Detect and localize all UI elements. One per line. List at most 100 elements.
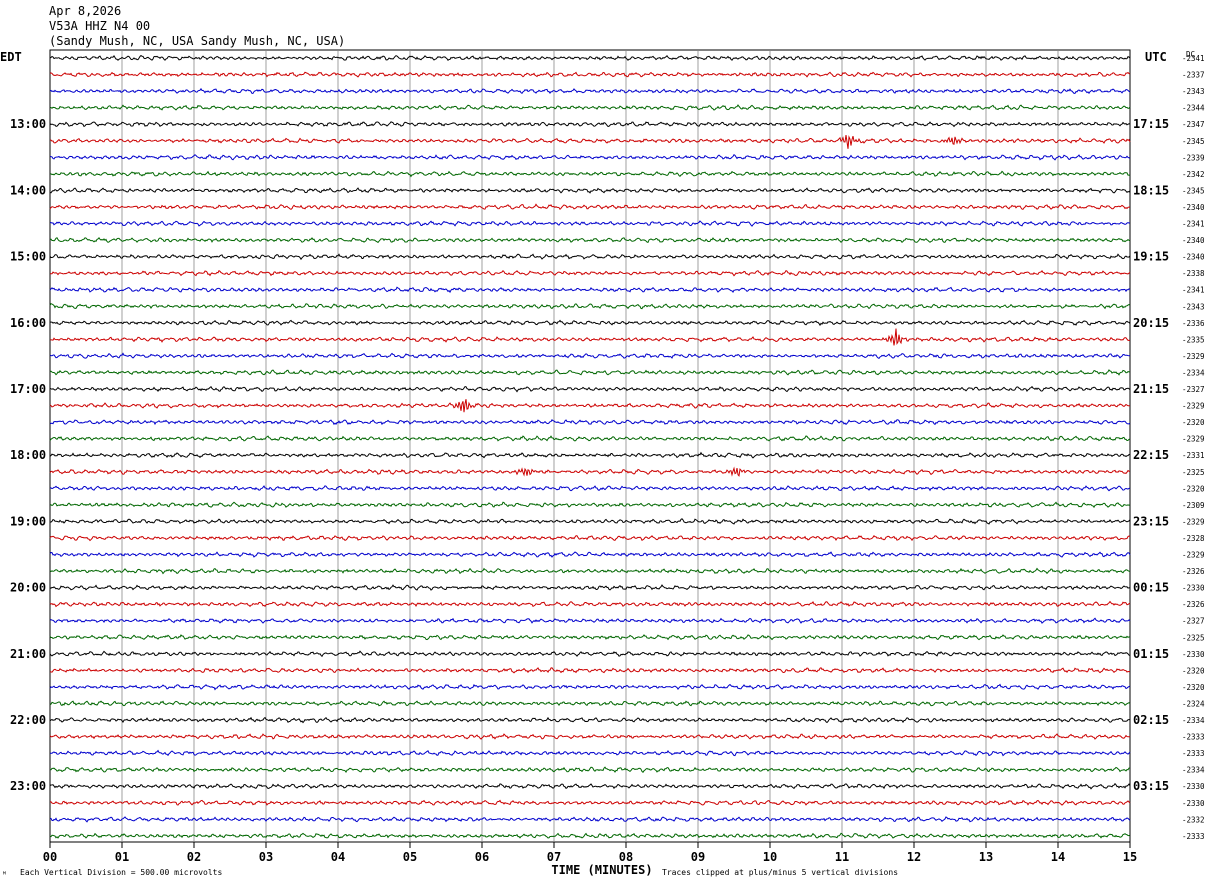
seismic-trace	[49, 369, 1131, 376]
edt-hour-label: 13:00	[10, 117, 46, 131]
seismic-trace	[49, 237, 1131, 244]
edt-hour-label: 19:00	[10, 514, 46, 528]
seismic-trace	[49, 328, 1131, 346]
seismic-trace	[49, 667, 1131, 674]
dc-offset-label: -2340	[1182, 236, 1205, 245]
utc-zone-label: UTC	[1145, 50, 1167, 64]
dc-offset-label: -2343	[1182, 302, 1205, 311]
dc-offset-label: -2345	[1182, 186, 1205, 195]
seismic-trace	[49, 286, 1131, 294]
edt-hour-label: 20:00	[10, 581, 46, 595]
utc-hour-label: 02:15	[1133, 713, 1169, 727]
seismic-trace	[49, 203, 1131, 210]
x-axis-title: TIME (MINUTES)	[551, 863, 652, 877]
x-tick-label: 02	[187, 850, 201, 864]
dc-column-label: DC	[1186, 50, 1195, 59]
edt-hour-label: 23:00	[10, 779, 46, 793]
utc-hour-label: 00:15	[1133, 581, 1169, 595]
x-tick-label: 12	[907, 850, 921, 864]
seismic-trace	[49, 634, 1131, 641]
dc-offset-label: -2325	[1182, 468, 1205, 477]
dc-offset-label: -2334	[1182, 368, 1205, 377]
x-tick-label: 15	[1123, 850, 1137, 864]
seismic-trace	[49, 54, 1131, 62]
x-tick-label: 07	[547, 850, 561, 864]
seismic-trace	[49, 270, 1131, 277]
edt-hour-label: 15:00	[10, 250, 46, 264]
station-location: (Sandy Mush, NC, USA Sandy Mush, NC, USA…	[49, 34, 346, 48]
dc-offset-label: -2330	[1182, 584, 1205, 593]
dc-offset-label: -2320	[1182, 484, 1205, 493]
dc-offset-label: -2326	[1182, 600, 1205, 609]
corner-mark: ᴹ	[2, 870, 7, 879]
utc-hour-label: 03:15	[1133, 779, 1169, 793]
dc-offset-label: -2334	[1182, 766, 1205, 775]
dc-offset-label: -2338	[1182, 269, 1205, 278]
edt-hour-label: 17:00	[10, 382, 46, 396]
edt-zone-label: EDT	[0, 50, 22, 64]
seismic-trace	[49, 749, 1131, 757]
seismic-trace	[49, 466, 1131, 477]
dc-offset-label: -2341	[1182, 286, 1205, 295]
x-tick-label: 14	[1051, 850, 1065, 864]
x-tick-label: 03	[259, 850, 273, 864]
seismic-trace	[49, 534, 1131, 542]
seismic-trace	[49, 683, 1131, 691]
dc-offset-label: -2329	[1182, 402, 1205, 411]
dc-offset-label: -2329	[1182, 517, 1205, 526]
dc-offset-label: -2336	[1182, 319, 1205, 328]
dc-offset-label: -2327	[1182, 385, 1205, 394]
dc-offset-label: -2332	[1182, 815, 1205, 824]
seismic-trace	[49, 121, 1131, 128]
station-id: V53A HHZ N4 00	[49, 19, 151, 33]
dc-offset-label: -2326	[1182, 567, 1205, 576]
dc-offset-label: -2333	[1182, 749, 1205, 758]
utc-hour-label: 18:15	[1133, 183, 1169, 197]
clip-note: Traces clipped at plus/minus 5 vertical …	[662, 868, 898, 877]
utc-hour-label: 01:15	[1133, 647, 1169, 661]
seismic-trace	[49, 518, 1131, 525]
seismic-trace	[49, 303, 1131, 310]
seismic-trace	[49, 71, 1131, 78]
utc-hour-label: 21:15	[1133, 382, 1169, 396]
dc-offset-label: -2330	[1182, 799, 1205, 808]
edt-hour-label: 14:00	[10, 183, 46, 197]
x-tick-label: 05	[403, 850, 417, 864]
x-tick-label: 04	[331, 850, 345, 864]
seismic-trace	[49, 187, 1131, 194]
seismic-trace	[49, 253, 1131, 261]
dc-offset-label: -2341	[1182, 54, 1205, 63]
seismic-trace	[49, 733, 1131, 740]
x-tick-label: 10	[763, 850, 777, 864]
dc-offset-label: -2347	[1182, 120, 1205, 129]
seismic-trace	[49, 104, 1131, 111]
x-tick-label: 00	[43, 850, 57, 864]
dc-offset-label: -2329	[1182, 352, 1205, 361]
seismic-trace	[49, 584, 1131, 591]
dc-offset-label: -2331	[1182, 451, 1205, 460]
seismic-trace	[49, 501, 1131, 509]
seismic-trace	[49, 782, 1131, 790]
seismic-trace	[49, 399, 1131, 413]
dc-offset-label: -2320	[1182, 418, 1205, 427]
dc-offset-label: -2344	[1182, 104, 1205, 113]
seismic-trace	[49, 716, 1131, 724]
dc-offset-label: -2309	[1182, 501, 1205, 510]
dc-offset-label: -2320	[1182, 666, 1205, 675]
seismic-trace	[49, 385, 1131, 393]
dc-offset-label: -2334	[1182, 716, 1205, 725]
dc-offset-label: -2343	[1182, 87, 1205, 96]
x-tick-label: 11	[835, 850, 849, 864]
seismic-trace	[49, 485, 1131, 492]
dc-offset-label: -2339	[1182, 153, 1205, 162]
x-tick-label: 01	[115, 850, 129, 864]
scale-note: Each Vertical Division = 500.00 microvol…	[20, 868, 222, 877]
seismic-trace	[49, 419, 1131, 426]
dc-offset-label: -2329	[1182, 551, 1205, 560]
seismic-trace	[49, 766, 1131, 774]
edt-hour-label: 16:00	[10, 316, 46, 330]
seismic-trace	[49, 435, 1131, 442]
dc-offset-label: -2328	[1182, 534, 1205, 543]
